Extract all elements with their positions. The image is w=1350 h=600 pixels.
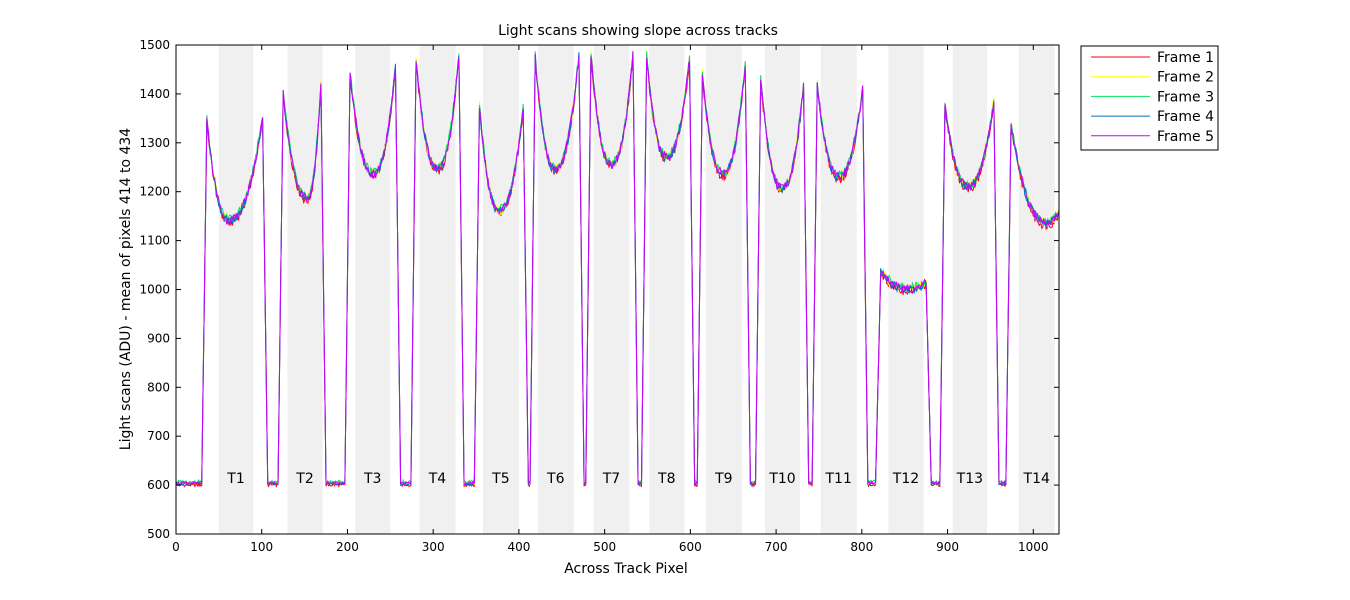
legend-label: Frame 5	[1157, 129, 1214, 145]
track-label: T7	[602, 471, 620, 487]
track-band	[218, 45, 254, 534]
x-tick-label: 0	[172, 540, 180, 554]
track-label: T3	[363, 471, 381, 487]
track-band	[649, 45, 685, 534]
track-label: T12	[892, 471, 919, 487]
track-label: T6	[546, 471, 565, 487]
track-band	[705, 45, 742, 534]
track-label: T14	[1023, 471, 1050, 487]
y-tick-label: 500	[147, 527, 170, 541]
y-tick-label: 700	[147, 429, 170, 443]
x-axis-label: Across Track Pixel	[564, 561, 688, 577]
x-tick-label: 100	[250, 540, 273, 554]
plot-lines	[175, 51, 1060, 488]
track-bands	[218, 45, 1055, 534]
x-tick-label: 800	[850, 540, 873, 554]
track-band	[355, 45, 391, 534]
legend-label: Frame 3	[1157, 89, 1214, 105]
track-band	[820, 45, 857, 534]
track-label: T8	[657, 471, 675, 487]
x-tick-label: 400	[507, 540, 530, 554]
y-tick-label: 1200	[139, 185, 170, 199]
track-band	[952, 45, 987, 534]
track-band	[764, 45, 801, 534]
track-band	[1018, 45, 1055, 534]
y-tick-label: 1100	[139, 234, 170, 248]
track-label: T10	[768, 471, 795, 487]
y-tick-label: 900	[147, 331, 170, 345]
legend-label: Frame 4	[1157, 109, 1214, 125]
track-label: T11	[824, 471, 851, 487]
track-labels: T1 T2 T3 T4 T5 T6 T7 T8 T9 T10 T11 T12 T13 T14	[226, 471, 1050, 487]
track-label: T4	[428, 471, 447, 487]
chart-title: Light scans showing slope across tracks	[498, 23, 778, 39]
legend-label: Frame 2	[1157, 70, 1214, 86]
series-line-5	[175, 51, 1060, 486]
y-tick-label: 1500	[139, 38, 170, 52]
track-label: T9	[714, 471, 732, 487]
x-tick-label: 1000	[1018, 540, 1049, 554]
track-band	[287, 45, 323, 534]
legend-label: Frame 1	[1157, 50, 1214, 66]
y-axis-label: Light scans (ADU) - mean of pixels 414 t…	[118, 128, 134, 451]
y-tick-label: 600	[147, 478, 170, 492]
x-tick-label: 700	[765, 540, 788, 554]
track-band	[482, 45, 519, 534]
x-tick-label: 500	[593, 540, 616, 554]
track-label: T2	[295, 471, 313, 487]
ticks: 0 100 200 300 400 500 600 700 800 900 1000 500 600 70…	[139, 38, 1059, 554]
x-tick-label: 900	[936, 540, 959, 554]
x-tick-label: 300	[422, 540, 445, 554]
x-tick-label: 200	[336, 540, 359, 554]
track-label: T1	[226, 471, 244, 487]
track-band	[593, 45, 630, 534]
y-tick-label: 1400	[139, 87, 170, 101]
track-label: T13	[956, 471, 983, 487]
track-band	[419, 45, 456, 534]
legend-box	[1080, 45, 1219, 151]
y-tick-label: 1000	[139, 283, 170, 297]
legend: Frame 1 Frame 2 Frame 3 Frame 4 Frame 5	[1080, 45, 1219, 151]
track-label: T5	[491, 471, 509, 487]
x-tick-label: 600	[679, 540, 702, 554]
track-band	[537, 45, 574, 534]
y-tick-label: 1300	[139, 136, 170, 150]
y-tick-label: 800	[147, 380, 170, 394]
